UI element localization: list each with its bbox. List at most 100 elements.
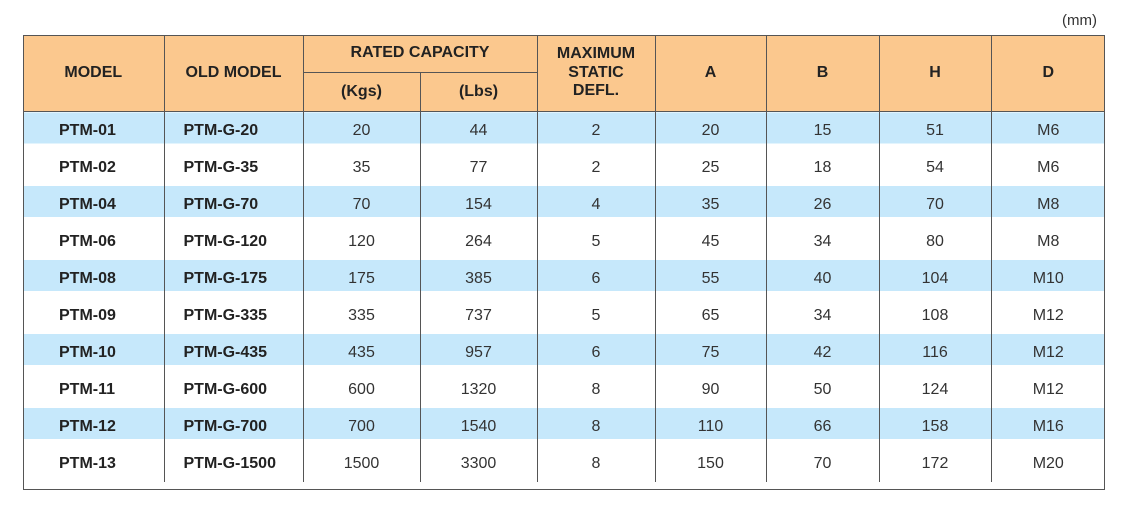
cell-h: 70 [879, 186, 992, 223]
cell-b: 15 [766, 111, 880, 149]
table-row: PTM-12 PTM-G-700 700 1540 8 110 66 158 M16 [23, 408, 1105, 445]
cell-capacity-lbs: 385 [420, 260, 538, 297]
cell-h: 158 [879, 408, 992, 445]
table-row: PTM-13 PTM-G-1500 1500 3300 8 150 70 172 M20 [23, 445, 1105, 482]
cell-h: 172 [879, 445, 992, 482]
cell-a: 75 [655, 334, 767, 371]
cell-h: 51 [879, 111, 992, 149]
cell-d: M12 [991, 297, 1105, 334]
cell-max-static-defl: 4 [537, 186, 656, 223]
header-max-defl-line2: STATIC [568, 63, 624, 81]
cell-capacity-lbs: 44 [420, 111, 538, 149]
cell-old-model: PTM-G-175 [164, 260, 304, 297]
unit-note: (mm) [1062, 12, 1097, 29]
cell-a: 150 [655, 445, 767, 482]
table-row: PTM-08 PTM-G-175 175 385 6 55 40 104 M10 [23, 260, 1105, 297]
cell-max-static-defl: 8 [537, 408, 656, 445]
cell-capacity-kgs: 70 [303, 186, 421, 223]
table-row: PTM-01 PTM-G-20 20 44 2 20 15 51 M6 [23, 111, 1105, 149]
cell-max-static-defl: 5 [537, 223, 656, 260]
cell-a: 55 [655, 260, 767, 297]
cell-old-model: PTM-G-700 [164, 408, 304, 445]
cell-max-static-defl: 6 [537, 260, 656, 297]
header-row-bottom: (Kgs) (Lbs) [23, 72, 1105, 112]
cell-old-model: PTM-G-120 [164, 223, 304, 260]
cell-model: PTM-13 [23, 445, 165, 482]
header-max-defl-line3: DEFL. [572, 82, 620, 100]
cell-capacity-lbs: 77 [420, 149, 538, 186]
cell-d: M10 [991, 260, 1105, 297]
cell-model: PTM-09 [23, 297, 165, 334]
cell-a: 35 [655, 186, 767, 223]
cell-max-static-defl: 8 [537, 445, 656, 482]
cell-max-static-defl: 8 [537, 371, 656, 408]
cell-old-model: PTM-G-70 [164, 186, 304, 223]
cell-capacity-lbs: 264 [420, 223, 538, 260]
cell-a: 90 [655, 371, 767, 408]
cell-d: M16 [991, 408, 1105, 445]
cell-b: 34 [766, 223, 880, 260]
cell-b: 26 [766, 186, 880, 223]
table-header: MODEL OLD MODEL RATED CAPACITY MAXIMUM S… [23, 35, 1105, 112]
header-kgs: (Kgs) [303, 72, 421, 112]
header-rated-capacity: RATED CAPACITY [303, 35, 538, 73]
cell-d: M6 [991, 149, 1105, 186]
cell-b: 70 [766, 445, 880, 482]
cell-model: PTM-04 [23, 186, 165, 223]
cell-d: M20 [991, 445, 1105, 482]
table-row: PTM-04 PTM-G-70 70 154 4 35 26 70 M8 [23, 186, 1105, 223]
cell-capacity-lbs: 3300 [420, 445, 538, 482]
cell-a: 45 [655, 223, 767, 260]
cell-max-static-defl: 2 [537, 149, 656, 186]
table-row: PTM-11 PTM-G-600 600 1320 8 90 50 124 M12 [23, 371, 1105, 408]
cell-capacity-lbs: 737 [420, 297, 538, 334]
cell-a: 20 [655, 111, 767, 149]
cell-max-static-defl: 5 [537, 297, 656, 334]
cell-max-static-defl: 2 [537, 111, 656, 149]
cell-h: 124 [879, 371, 992, 408]
cell-b: 66 [766, 408, 880, 445]
cell-old-model: PTM-G-435 [164, 334, 304, 371]
cell-d: M8 [991, 186, 1105, 223]
cell-b: 34 [766, 297, 880, 334]
header-max-static-defl: MAXIMUM STATIC DEFL. [537, 35, 656, 112]
cell-capacity-kgs: 700 [303, 408, 421, 445]
cell-old-model: PTM-G-20 [164, 111, 304, 149]
cell-model: PTM-02 [23, 149, 165, 186]
cell-capacity-kgs: 435 [303, 334, 421, 371]
cell-h: 108 [879, 297, 992, 334]
cell-model: PTM-08 [23, 260, 165, 297]
cell-a: 110 [655, 408, 767, 445]
cell-model: PTM-06 [23, 223, 165, 260]
header-old-model: OLD MODEL [164, 35, 304, 112]
header-b: B [766, 35, 880, 112]
cell-capacity-kgs: 600 [303, 371, 421, 408]
cell-model: PTM-10 [23, 334, 165, 371]
header-h: H [879, 35, 992, 112]
table-row: PTM-10 PTM-G-435 435 957 6 75 42 116 M12 [23, 334, 1105, 371]
cell-capacity-kgs: 20 [303, 111, 421, 149]
cell-capacity-lbs: 154 [420, 186, 538, 223]
cell-capacity-kgs: 335 [303, 297, 421, 334]
cell-d: M6 [991, 111, 1105, 149]
cell-old-model: PTM-G-600 [164, 371, 304, 408]
header-model: MODEL [23, 35, 165, 112]
cell-b: 40 [766, 260, 880, 297]
cell-capacity-kgs: 175 [303, 260, 421, 297]
cell-a: 25 [655, 149, 767, 186]
header-row-top: MODEL OLD MODEL RATED CAPACITY MAXIMUM S… [23, 35, 1105, 112]
cell-max-static-defl: 6 [537, 334, 656, 371]
table-row: PTM-02 PTM-G-35 35 77 2 25 18 54 M6 [23, 149, 1105, 186]
cell-b: 50 [766, 371, 880, 408]
cell-b: 18 [766, 149, 880, 186]
cell-capacity-lbs: 957 [420, 334, 538, 371]
cell-old-model: PTM-G-35 [164, 149, 304, 186]
header-a: A [655, 35, 767, 112]
cell-capacity-kgs: 1500 [303, 445, 421, 482]
cell-d: M12 [991, 371, 1105, 408]
cell-old-model: PTM-G-1500 [164, 445, 304, 482]
cell-b: 42 [766, 334, 880, 371]
table-body: PTM-01 PTM-G-20 20 44 2 20 15 51 M6 PTM-02 PTM-G-3… [23, 111, 1105, 482]
table-row: PTM-09 PTM-G-335 335 737 5 65 34 108 M12 [23, 297, 1105, 334]
cell-capacity-lbs: 1320 [420, 371, 538, 408]
